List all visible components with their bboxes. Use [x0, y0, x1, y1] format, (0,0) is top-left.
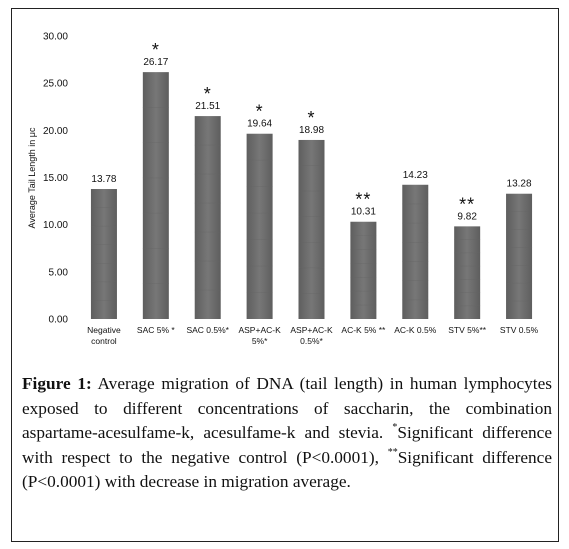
x-tick-label: STV 0.5% — [500, 325, 539, 335]
caption-text-3: Significant difference (P<0.0001) with d… — [22, 447, 552, 492]
significance-marker: * — [307, 108, 315, 128]
x-tick-label: ASP+AC-K — [290, 325, 333, 335]
y-axis-label: Average Tail Length in μc — [27, 127, 37, 228]
x-tick-label: STV 5%** — [448, 325, 486, 335]
x-tick-label: 5%* — [252, 336, 268, 346]
bar — [454, 226, 481, 319]
significance-marker: ** — [459, 194, 475, 214]
y-tick-label: 10.00 — [43, 220, 68, 231]
y-tick-label: 0.00 — [49, 315, 69, 326]
caption-text-1: Average migration of DNA (tail length) i… — [22, 374, 552, 442]
significance-marker: * — [256, 102, 264, 122]
x-tick-label: AC-K 5% ** — [341, 325, 386, 335]
significance-markers: *** *** ** — [152, 40, 475, 214]
value-label: 13.28 — [507, 179, 532, 190]
x-tick-label: AC-K 0.5% — [394, 325, 436, 335]
caption-sup-2: ** — [387, 446, 398, 458]
bar — [246, 133, 273, 319]
bar — [350, 221, 377, 319]
bar — [298, 139, 325, 319]
y-tick-label: 15.00 — [43, 173, 68, 184]
y-tick-label: 30.00 — [43, 32, 68, 43]
x-tick-label: SAC 0.5%* — [186, 325, 229, 335]
value-label: 10.31 — [351, 207, 376, 218]
value-labels: 13.78 26.17 21.51 19.64 18.98 10.31 14.23 9.82 1… — [91, 57, 532, 222]
bar — [194, 116, 221, 320]
caption-label: Figure 1: — [22, 374, 92, 393]
y-tick-label: 20.00 — [43, 126, 68, 137]
bar — [90, 189, 117, 319]
x-tick-label: control — [91, 336, 117, 346]
significance-marker: * — [152, 40, 160, 60]
value-label: 19.64 — [247, 119, 272, 130]
bar-chart: Average Tail Length in μc 0.00 5.00 10.00 1… — [27, 32, 539, 347]
significance-marker: ** — [355, 190, 371, 210]
x-tick-label: SAC 5% * — [137, 325, 175, 335]
bars — [90, 72, 533, 320]
x-tick-label: Negative — [87, 325, 121, 335]
value-label: 14.23 — [403, 170, 428, 181]
figure-caption: Figure 1: Average migration of DNA (tail… — [22, 372, 552, 495]
y-ticks: 0.00 5.00 10.00 15.00 20.00 25.00 30.00 — [43, 32, 68, 326]
y-tick-label: 5.00 — [49, 267, 69, 278]
x-tick-label: ASP+AC-K — [238, 325, 281, 335]
value-label: 9.82 — [457, 211, 477, 222]
caption-sup-1: * — [392, 422, 398, 434]
y-tick-label: 25.00 — [43, 79, 68, 90]
x-tick-label: 0.5%* — [300, 336, 323, 346]
bar — [142, 72, 169, 319]
value-label: 26.17 — [143, 57, 168, 68]
value-label: 21.51 — [195, 101, 220, 112]
significance-marker: * — [204, 84, 212, 104]
bar — [402, 184, 429, 319]
value-label: 18.98 — [299, 125, 324, 136]
caption-text-2: Significant difference with respect to t… — [22, 423, 552, 467]
bar — [506, 193, 533, 319]
value-label: 13.78 — [91, 174, 116, 185]
